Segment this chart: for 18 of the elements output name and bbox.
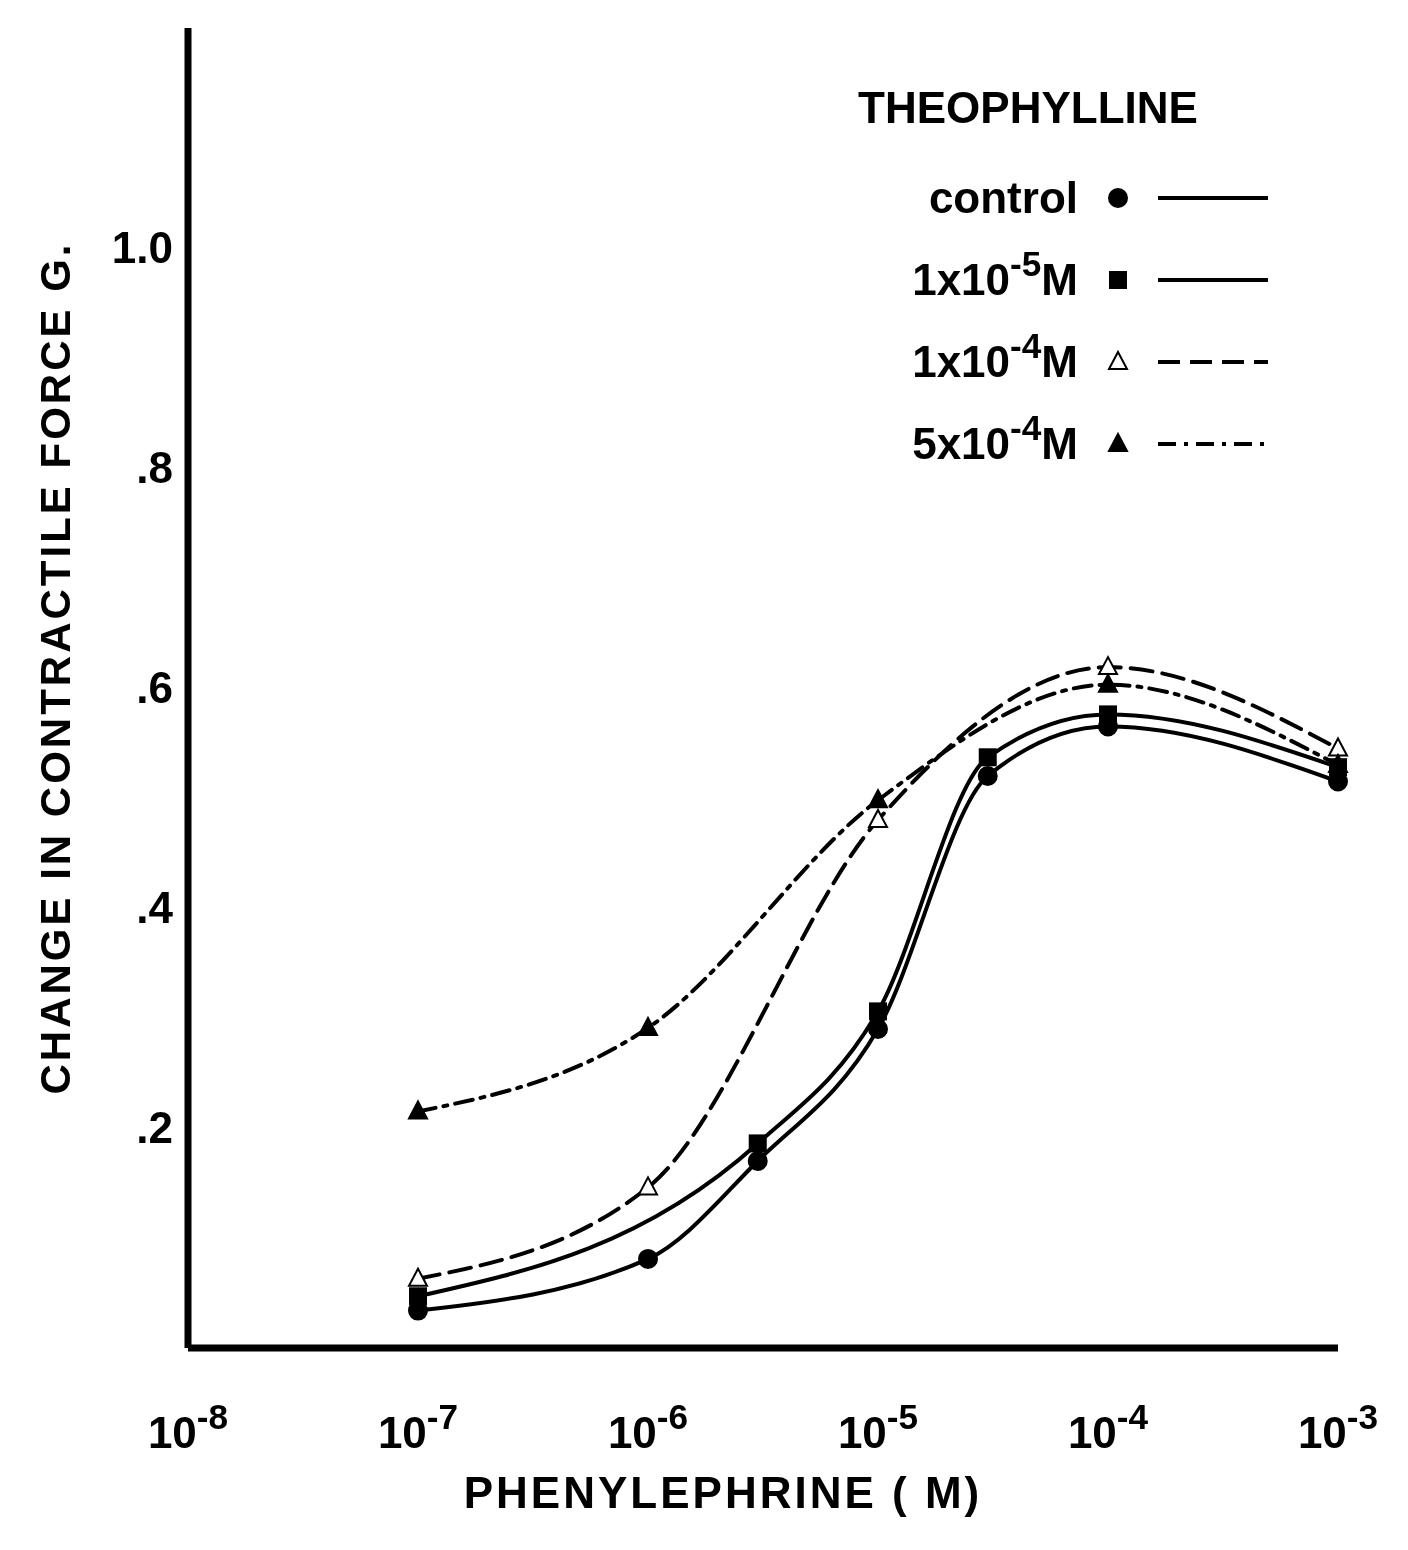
legend-label: 1x10$^{-5}$M	[912, 243, 1078, 305]
x-axis-title: PHENYLEPHRINE ( M)	[463, 1468, 983, 1517]
y-tick-label: .8	[136, 443, 173, 493]
y-axis-title: CHANGE IN CONTRACTILE FORCE G.	[32, 241, 79, 1095]
y-tick-label: .4	[136, 883, 174, 933]
y-tick-label: .6	[136, 663, 173, 713]
x-tick-label: 10$^{-5}$	[837, 1396, 919, 1457]
legend-label: 5x10$^{-4}$M	[912, 407, 1078, 469]
x-tick-label: 10$^{-3}$	[1297, 1396, 1379, 1457]
x-tick-label: 10$^{-8}$	[147, 1396, 229, 1457]
legend-label: control	[928, 173, 1078, 223]
y-tick-label: .2	[136, 1103, 173, 1153]
x-tick-label: 10$^{-4}$	[1067, 1396, 1149, 1457]
y-tick-label: 1.0	[111, 223, 173, 273]
legend-title: THEOPHYLLINE	[858, 83, 1198, 132]
legend-label: 1x10$^{-4}$M	[912, 325, 1078, 387]
x-tick-label: 10$^{-6}$	[607, 1396, 689, 1457]
x-tick-label: 10$^{-7}$	[377, 1396, 459, 1457]
